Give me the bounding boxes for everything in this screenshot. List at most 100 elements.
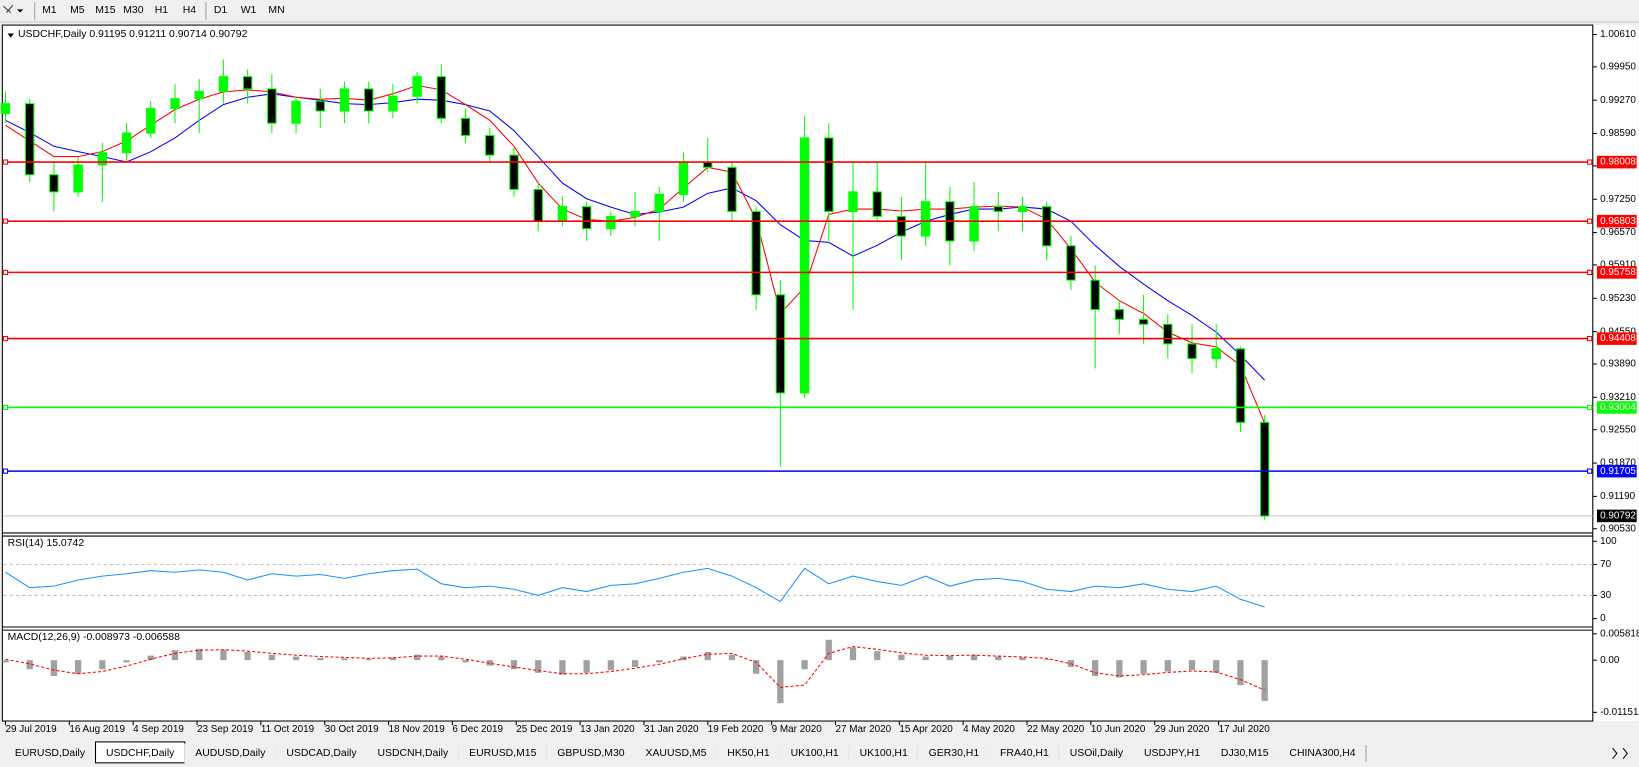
level-handle[interactable] — [1587, 269, 1593, 276]
level-handle[interactable] — [2, 335, 9, 342]
macd-bar — [1164, 660, 1171, 672]
timeframe-button[interactable]: H1 — [155, 5, 169, 16]
tab-label[interactable]: EURUSD,Daily — [15, 748, 86, 759]
y-tick-label: 0 — [1600, 613, 1606, 624]
level-box — [1596, 266, 1637, 279]
macd-bar — [413, 654, 421, 661]
x-tick-label: 27 Mar 2020 — [835, 724, 891, 735]
level-handle[interactable] — [2, 404, 9, 411]
timeframe-button[interactable]: W1 — [241, 5, 257, 16]
macd-bar — [2, 660, 9, 663]
level-handle[interactable] — [2, 218, 9, 224]
macd-bar — [995, 656, 1002, 661]
level-handle[interactable] — [1587, 218, 1593, 224]
level-handle[interactable] — [1587, 335, 1593, 342]
candle-body — [0, 103, 11, 114]
y-tick-label: 0.93890 — [1600, 359, 1636, 370]
y-tick-label: 0.94550 — [1600, 326, 1636, 337]
timeframe-button[interactable]: MN — [268, 5, 284, 16]
macd-bar — [147, 655, 154, 661]
candle-body — [24, 103, 35, 176]
macd-bar — [1188, 660, 1196, 671]
macd-bar — [583, 660, 590, 673]
macd-bar — [292, 656, 300, 661]
tab-label[interactable]: UK100,H1 — [791, 748, 839, 759]
y-tick-label: 0.00 — [1600, 655, 1620, 666]
level-handle[interactable] — [1587, 404, 1593, 411]
toolbar — [0, 0, 1639, 22]
candle-body — [291, 100, 301, 124]
tab-label[interactable]: CHINA300,H4 — [1289, 748, 1355, 759]
dropdown-arrow[interactable] — [16, 9, 24, 13]
y-tick-label: 0.91190 — [1600, 491, 1636, 502]
candle-body — [1211, 348, 1221, 360]
y-tick-label: 0.97250 — [1600, 194, 1636, 205]
macd-bar — [171, 650, 179, 661]
candle-body — [969, 206, 979, 242]
rsi-line — [5, 567, 1265, 608]
macd-bar — [123, 660, 130, 663]
menu-arrow[interactable] — [7, 33, 14, 38]
macd-bar — [1019, 657, 1026, 661]
tab-label[interactable]: GER30,H1 — [929, 748, 980, 759]
timeframe-button[interactable]: M5 — [70, 5, 85, 16]
candle-body — [896, 215, 907, 237]
timeframe-button[interactable]: H4 — [183, 5, 197, 16]
timeframe-button[interactable]: M15 — [95, 5, 115, 16]
level-handle[interactable] — [1587, 159, 1593, 165]
tab-label[interactable]: FRA40,H1 — [1000, 748, 1049, 759]
y-tick-label: 100 — [1600, 536, 1617, 547]
timeframe-button[interactable]: M1 — [42, 5, 57, 16]
level-label: 0.93004 — [1600, 402, 1636, 413]
tab-scroll[interactable] — [1612, 747, 1628, 759]
tab-label[interactable]: USDCNH,Daily — [377, 748, 449, 759]
macd-bar — [1213, 660, 1220, 673]
tab-label[interactable]: AUDUSD,Daily — [195, 748, 266, 759]
x-tick-label: 9 Mar 2020 — [772, 724, 823, 735]
toolbar-icon[interactable] — [3, 4, 14, 13]
chart-window — [1, 24, 1594, 722]
candle-body — [824, 137, 834, 213]
y-tick-label: 0.99270 — [1600, 95, 1636, 106]
level-handle[interactable] — [1587, 468, 1593, 474]
candle-body — [751, 210, 761, 296]
candle-body — [460, 117, 471, 137]
macd-bar — [970, 654, 978, 661]
tab-label[interactable]: USOil,Daily — [1070, 748, 1124, 759]
timeframe-button[interactable]: D1 — [214, 5, 228, 16]
candle-body — [630, 210, 640, 217]
macd-bar — [99, 660, 106, 670]
tab-label[interactable]: USDCAD,Daily — [286, 748, 357, 759]
candle-body — [1259, 421, 1270, 517]
level-label: 0.98008 — [1600, 157, 1636, 168]
macd-bar — [389, 657, 397, 661]
level-handle[interactable] — [2, 159, 9, 165]
candle-body — [97, 152, 108, 166]
candle-body — [412, 76, 422, 97]
level-box — [1596, 332, 1637, 345]
tab-label[interactable]: GBPUSD,M30 — [557, 748, 624, 759]
level-label: 0.95758 — [1600, 267, 1636, 278]
tab-label[interactable]: HK50,H1 — [727, 748, 770, 759]
macd-bar — [777, 660, 784, 704]
candle-body — [242, 76, 253, 90]
tab-label[interactable]: XAUUSD,M5 — [646, 748, 707, 759]
level-handle[interactable] — [2, 269, 9, 276]
candle-body — [1042, 206, 1052, 247]
tab-label[interactable]: USDJPY,H1 — [1144, 748, 1200, 759]
tab-label[interactable]: USDCHF,Daily — [106, 748, 175, 759]
y-tick-label: 30 — [1600, 590, 1612, 601]
macd-bar — [317, 657, 324, 661]
candle-body — [1114, 309, 1125, 320]
tab-label[interactable]: DJ30,M15 — [1221, 748, 1269, 759]
tab-label[interactable]: UK100,H1 — [860, 748, 908, 759]
x-tick-label: 4 Sep 2019 — [133, 724, 184, 735]
macd-bar — [728, 654, 736, 661]
tab-label[interactable]: EURUSD,M15 — [469, 748, 536, 759]
candle-body — [218, 76, 229, 92]
level-handle[interactable] — [2, 468, 9, 474]
macd-bar — [268, 654, 275, 661]
timeframe-button[interactable]: M30 — [123, 5, 143, 16]
macd-bar — [196, 648, 203, 661]
macd-bar — [535, 660, 542, 673]
